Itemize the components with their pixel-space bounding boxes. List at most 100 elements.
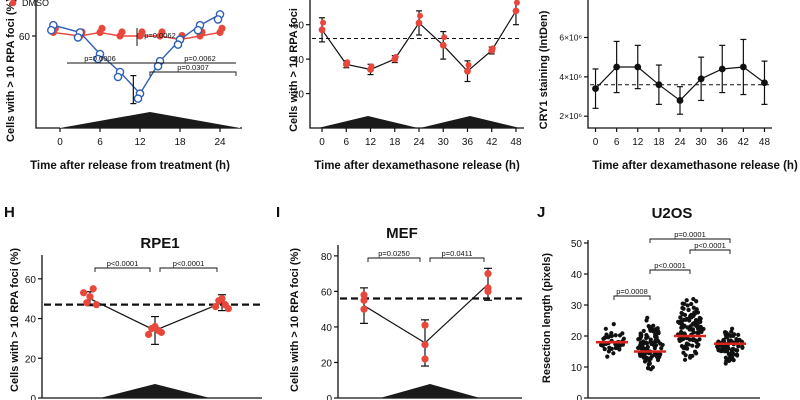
- data-point: [464, 67, 471, 75]
- y-tick-label: 0: [30, 394, 36, 400]
- data-point: [690, 343, 695, 348]
- data-point: [603, 326, 608, 331]
- x-axis-label: Time after dexamethasone release (h): [592, 160, 798, 172]
- y-tick-label: 50: [571, 239, 583, 250]
- y-tick-label: 60: [25, 275, 37, 286]
- data-point: [686, 307, 691, 313]
- data-point: [73, 33, 83, 42]
- data-point: [415, 19, 423, 27]
- y-tick-label: 40: [571, 270, 583, 281]
- y-tick-label: 20: [25, 354, 37, 365]
- y-axis-label: Cells with > 10 RPA foci (%): [5, 0, 17, 142]
- y-tick-label: 40: [321, 323, 333, 334]
- data-point: [158, 28, 166, 36]
- x-tick-label: 42: [486, 137, 498, 148]
- data-point: [421, 341, 429, 349]
- data-point: [677, 337, 682, 342]
- data-point: [697, 75, 705, 83]
- data-point: [739, 63, 747, 71]
- data-point: [650, 340, 655, 346]
- data-point: [684, 298, 689, 303]
- data-point: [686, 342, 691, 347]
- data-point: [654, 338, 659, 343]
- data-point: [731, 333, 736, 338]
- data-point: [421, 321, 429, 329]
- data-point: [145, 330, 153, 339]
- data-point: [641, 328, 646, 334]
- significance-bracket: [613, 295, 651, 300]
- data-point: [644, 332, 649, 338]
- p-value-label: p<0.0001: [694, 241, 726, 250]
- data-point: [441, 34, 448, 41]
- panel-j: J U2OS Resection length (pixels) 0 10 20 30…: [537, 204, 760, 400]
- data-point: [692, 310, 697, 315]
- data-point: [133, 94, 143, 103]
- y-tick-label: 0: [576, 394, 582, 400]
- significance-bracket: [429, 257, 485, 262]
- y-axis-label: Resection length (pixels): [541, 253, 553, 384]
- data-point: [173, 40, 183, 49]
- axes: [587, 0, 772, 129]
- panel-letter: J: [537, 204, 545, 221]
- x-tick-label: 12: [365, 137, 377, 148]
- data-point: [676, 97, 684, 104]
- significance-bracket: [94, 267, 151, 272]
- data-point: [613, 333, 618, 338]
- data-point: [688, 324, 693, 329]
- data-point: [644, 318, 649, 323]
- x-axis-label: Time after release from treatment (h): [30, 160, 230, 172]
- data-point: [602, 346, 607, 352]
- data-point: [718, 65, 726, 73]
- data-point: [725, 334, 730, 339]
- data-point: [740, 345, 745, 350]
- y-tick-label: 40: [25, 315, 37, 326]
- data-point: [605, 354, 610, 359]
- data-point: [678, 315, 683, 320]
- data-point: [600, 343, 605, 348]
- data-point: [723, 355, 728, 360]
- data-point: [224, 305, 232, 313]
- p-value-label: p=0.0001: [674, 230, 706, 239]
- p-value-label: p=0.0008: [616, 287, 648, 296]
- significance-bracket: [689, 249, 731, 254]
- data-point: [691, 296, 696, 302]
- data-point: [644, 355, 649, 360]
- data-point: [512, 7, 520, 15]
- panel-top-middle: Cells with > 10 RPA foci Time after dexa…: [288, 0, 524, 172]
- x-tick-label: 36: [462, 137, 474, 148]
- data-point: [641, 339, 646, 344]
- x-tick-label: 6: [343, 137, 349, 148]
- data-point: [681, 350, 686, 355]
- y-tick-label: 30: [571, 301, 583, 312]
- x-tick-label: 24: [413, 137, 425, 148]
- data-point: [680, 312, 685, 317]
- data-point: [611, 322, 616, 327]
- x-tick-label: 24: [214, 137, 226, 148]
- mean-line: [363, 283, 489, 344]
- data-point: [761, 79, 768, 87]
- x-tick-label: 24: [674, 137, 686, 148]
- data-point: [118, 28, 126, 36]
- data-point: [218, 24, 226, 32]
- y-tick-label: 60: [293, 21, 305, 32]
- data-point: [489, 45, 496, 52]
- data-point: [138, 28, 146, 36]
- data-point: [697, 337, 702, 342]
- data-point: [360, 296, 368, 304]
- x-tick-label: 30: [696, 137, 708, 148]
- legend-marker: [9, 0, 17, 7]
- data-point: [484, 287, 492, 296]
- data-point: [647, 361, 652, 366]
- data-point: [736, 332, 741, 337]
- data-point: [614, 345, 619, 350]
- data-point: [80, 289, 88, 297]
- treatment-triangle: [60, 112, 240, 128]
- data-point: [692, 349, 698, 354]
- data-point: [212, 303, 220, 311]
- significance-bracket: [159, 267, 218, 272]
- y-tick-label: 4×10⁶: [559, 72, 582, 82]
- y-tick-label: 40: [293, 55, 305, 66]
- y-axis-label: Cells with > 10 RPA foci (%): [9, 248, 21, 392]
- data-point: [734, 337, 739, 342]
